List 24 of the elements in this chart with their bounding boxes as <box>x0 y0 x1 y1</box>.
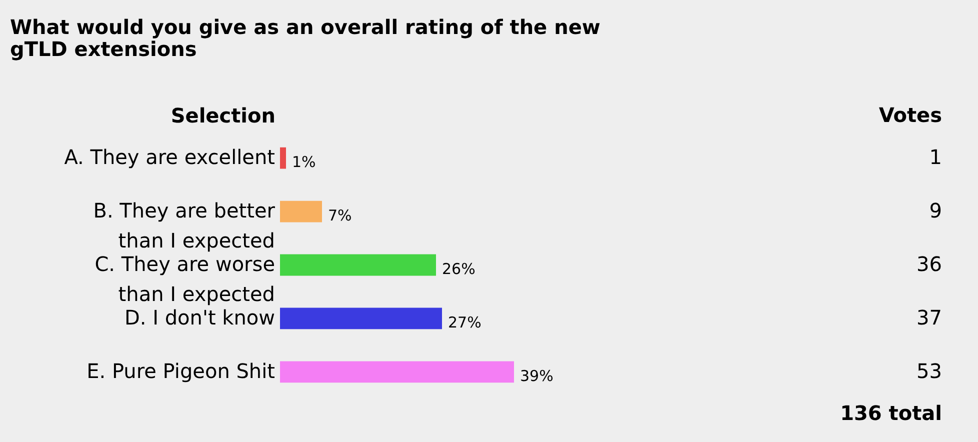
text: 36 <box>916 252 942 276</box>
data-label: 26% <box>442 260 476 278</box>
y-axis-title: Selection <box>170 104 276 128</box>
y-tick-label: C. They are worse than I expected <box>94 252 275 306</box>
text: 37 <box>916 305 942 330</box>
text: 9 <box>929 198 942 223</box>
data-label: 1% <box>292 153 316 172</box>
bar <box>280 361 514 383</box>
data-label: 39% <box>520 366 554 385</box>
y-tick-label: A. They are excellent <box>64 145 276 170</box>
text: 136 total <box>840 401 942 425</box>
data-label: 7% <box>328 206 352 225</box>
text: 53 <box>916 358 942 383</box>
data-label: 27% <box>448 313 482 332</box>
text: 1 <box>929 145 942 170</box>
y-tick-label: D. I don't know <box>124 305 275 330</box>
bar <box>280 147 286 169</box>
bar <box>280 254 436 276</box>
bar <box>280 200 322 222</box>
chart-title: What would you give as an overall rating of the new gTLD extensions <box>10 15 600 61</box>
y-tick-label: E. Pure Pigeon Shit <box>86 358 276 383</box>
bar <box>280 308 442 330</box>
y-tick-label: B. They are better than I expected <box>93 198 276 253</box>
text: Votes <box>878 103 942 127</box>
